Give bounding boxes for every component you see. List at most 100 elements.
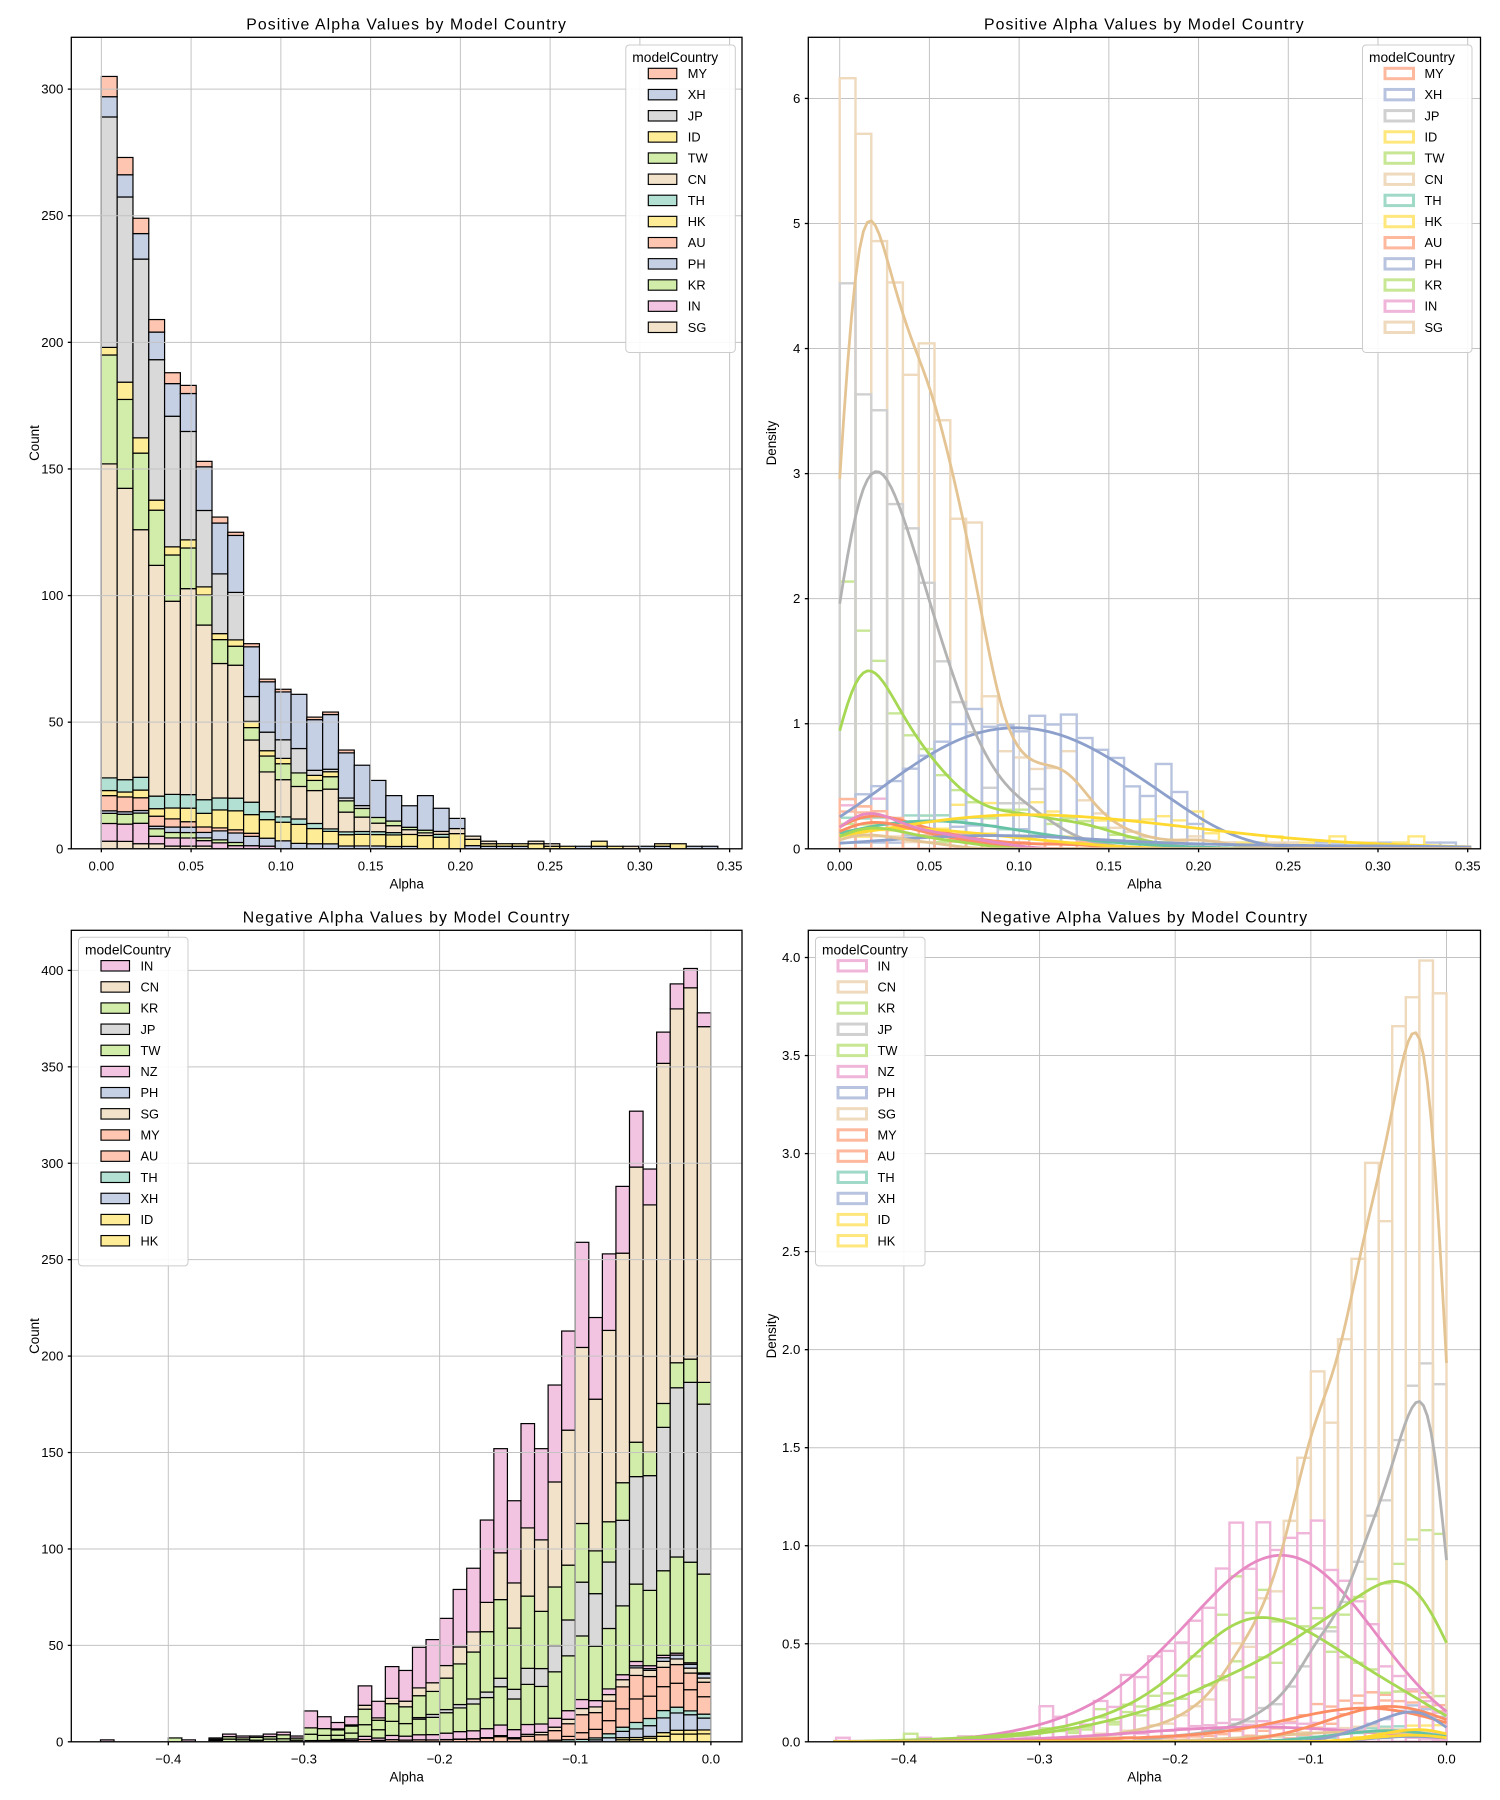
svg-text:KR: KR (141, 1001, 159, 1016)
svg-text:0.20: 0.20 (448, 859, 474, 874)
svg-text:CN: CN (141, 979, 159, 994)
svg-text:300: 300 (41, 1156, 63, 1171)
svg-text:SG: SG (1425, 320, 1444, 335)
svg-text:KR: KR (688, 278, 706, 293)
svg-text:CN: CN (878, 979, 896, 994)
svg-text:XH: XH (1425, 87, 1443, 102)
svg-text:AU: AU (1425, 235, 1443, 250)
svg-text:NZ: NZ (141, 1064, 158, 1079)
svg-text:PH: PH (688, 256, 706, 271)
svg-text:−0.4: −0.4 (155, 1752, 181, 1767)
svg-text:200: 200 (41, 1349, 63, 1364)
svg-text:0.10: 0.10 (1006, 859, 1032, 874)
svg-text:0.20: 0.20 (1186, 859, 1212, 874)
svg-text:Density: Density (764, 420, 779, 465)
svg-text:HK: HK (878, 1233, 896, 1248)
svg-text:150: 150 (41, 461, 63, 476)
svg-text:Positive Alpha Values by Model: Positive Alpha Values by Model Country (984, 17, 1305, 34)
svg-text:ID: ID (1425, 129, 1438, 144)
svg-text:0.10: 0.10 (268, 859, 294, 874)
svg-text:0.5: 0.5 (782, 1636, 800, 1651)
svg-text:TW: TW (878, 1043, 899, 1058)
svg-text:MY: MY (141, 1128, 161, 1143)
svg-text:0.00: 0.00 (827, 859, 853, 874)
svg-text:Alpha: Alpha (390, 1770, 425, 1785)
svg-text:IN: IN (141, 958, 154, 973)
svg-text:0.00: 0.00 (89, 859, 115, 874)
svg-text:−0.2: −0.2 (1162, 1752, 1188, 1767)
svg-text:−0.1: −0.1 (1298, 1752, 1324, 1767)
svg-text:Negative Alpha Values by Model: Negative Alpha Values by Model Country (981, 910, 1309, 927)
svg-text:KR: KR (878, 1001, 896, 1016)
svg-text:TH: TH (141, 1170, 158, 1185)
svg-text:150: 150 (41, 1445, 63, 1460)
svg-text:4.0: 4.0 (782, 950, 800, 965)
svg-text:−0.1: −0.1 (562, 1752, 588, 1767)
svg-text:Density: Density (764, 1313, 779, 1358)
svg-text:modelCountry: modelCountry (1369, 50, 1455, 65)
svg-text:Alpha: Alpha (1127, 1770, 1162, 1785)
svg-text:PH: PH (878, 1085, 896, 1100)
svg-text:Positive Alpha Values by Model: Positive Alpha Values by Model Country (246, 17, 567, 34)
svg-text:0.35: 0.35 (1455, 859, 1481, 874)
svg-text:modelCountry: modelCountry (632, 50, 718, 65)
svg-text:400: 400 (41, 963, 63, 978)
svg-text:0: 0 (56, 1734, 63, 1749)
svg-text:ID: ID (688, 129, 701, 144)
svg-text:0.0: 0.0 (782, 1734, 800, 1749)
svg-text:TH: TH (688, 193, 705, 208)
svg-text:ID: ID (878, 1212, 891, 1227)
svg-text:XH: XH (688, 87, 706, 102)
svg-text:HK: HK (1425, 214, 1443, 229)
svg-text:SG: SG (878, 1106, 897, 1121)
svg-text:50: 50 (49, 1638, 64, 1653)
svg-text:3.0: 3.0 (782, 1146, 800, 1161)
svg-text:350: 350 (41, 1059, 63, 1074)
svg-text:SG: SG (141, 1106, 160, 1121)
svg-text:SG: SG (688, 320, 707, 335)
svg-text:ID: ID (141, 1212, 154, 1227)
svg-text:modelCountry: modelCountry (85, 942, 171, 957)
svg-text:IN: IN (688, 299, 701, 314)
svg-text:3.5: 3.5 (782, 1048, 800, 1063)
svg-text:XH: XH (141, 1191, 159, 1206)
svg-text:IN: IN (1425, 299, 1438, 314)
svg-text:200: 200 (41, 335, 63, 350)
svg-text:0: 0 (56, 841, 63, 856)
svg-text:2.5: 2.5 (782, 1244, 800, 1259)
svg-text:0.35: 0.35 (717, 859, 743, 874)
svg-text:Negative Alpha Values by Model: Negative Alpha Values by Model Country (243, 910, 571, 927)
svg-text:CN: CN (1425, 172, 1443, 187)
svg-text:MY: MY (688, 66, 708, 81)
svg-text:JP: JP (1425, 108, 1440, 123)
svg-text:−0.3: −0.3 (1027, 1752, 1053, 1767)
svg-text:modelCountry: modelCountry (822, 942, 908, 957)
svg-text:Alpha: Alpha (1127, 877, 1162, 892)
svg-text:3: 3 (793, 466, 800, 481)
svg-text:AU: AU (688, 235, 706, 250)
svg-text:TH: TH (1425, 193, 1442, 208)
svg-text:−0.3: −0.3 (291, 1752, 317, 1767)
svg-text:XH: XH (878, 1191, 896, 1206)
svg-text:0.0: 0.0 (1437, 1752, 1455, 1767)
svg-text:JP: JP (688, 108, 703, 123)
svg-text:TW: TW (688, 151, 709, 166)
svg-text:JP: JP (878, 1022, 893, 1037)
svg-text:0: 0 (793, 841, 800, 856)
svg-text:300: 300 (41, 82, 63, 97)
svg-text:TH: TH (878, 1170, 895, 1185)
svg-text:AU: AU (141, 1149, 159, 1164)
svg-text:−0.2: −0.2 (427, 1752, 453, 1767)
svg-text:5: 5 (793, 216, 800, 231)
svg-text:IN: IN (878, 958, 891, 973)
svg-text:HK: HK (688, 214, 706, 229)
svg-text:PH: PH (1425, 256, 1443, 271)
svg-text:2: 2 (793, 591, 800, 606)
svg-text:250: 250 (41, 1252, 63, 1267)
svg-text:0.0: 0.0 (702, 1752, 720, 1767)
svg-text:0.30: 0.30 (627, 859, 653, 874)
svg-text:50: 50 (49, 715, 64, 730)
svg-text:TW: TW (1425, 151, 1446, 166)
svg-text:Count: Count (27, 425, 42, 461)
svg-text:HK: HK (141, 1233, 159, 1248)
